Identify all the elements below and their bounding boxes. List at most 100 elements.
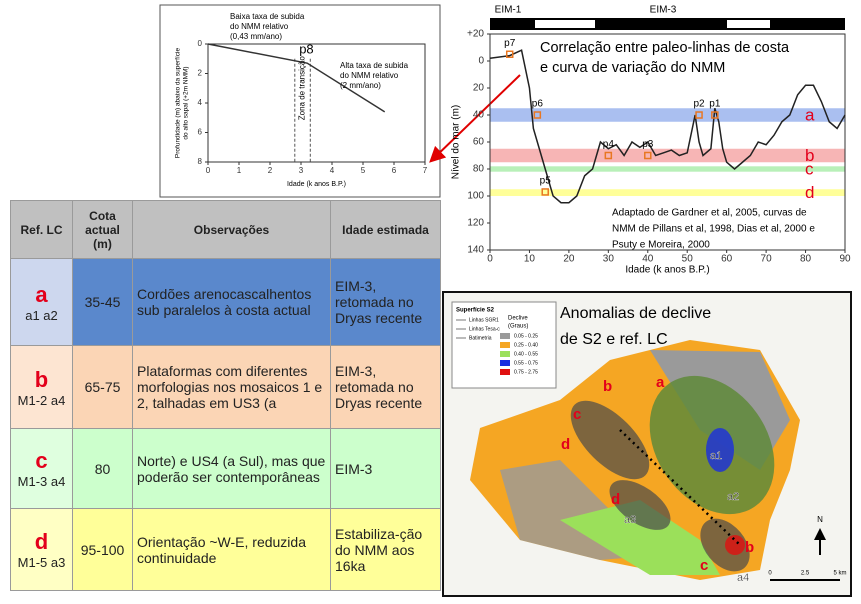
point-marker	[711, 111, 719, 119]
map-label: b	[603, 378, 612, 395]
annotation: do NMM relativo	[340, 71, 399, 80]
transition-label: Zona de transição	[298, 56, 307, 121]
map-label: a	[656, 374, 665, 391]
annotation: (2 mm/ano)	[340, 81, 381, 90]
cota-cell: 65-75	[72, 345, 133, 429]
x-axis-label: Idade (k anos B.P.)	[625, 265, 709, 276]
ref-cell: a a1 a2	[10, 258, 73, 346]
age-cell: EIM-3, retomada no Dryas recente	[330, 345, 441, 429]
x-tick-label: 70	[761, 254, 773, 265]
y-tick-label: 4	[198, 98, 203, 107]
connector-arrow	[429, 74, 521, 163]
band	[490, 166, 845, 172]
point-label: p8	[299, 42, 313, 57]
legend-swatch	[500, 369, 510, 375]
x-tick-label: 1	[237, 166, 242, 175]
chart-title: Correlação entre paleo-linhas de costa	[540, 40, 790, 56]
y-axis-label-line: do alto sapal (+2m NMM)	[183, 66, 190, 139]
chart-frame	[159, 4, 441, 198]
y-tick-label: 8	[198, 157, 203, 166]
x-tick-label: 60	[721, 254, 733, 265]
scale-label: 5 km	[833, 571, 846, 577]
legend-swatch	[500, 333, 510, 339]
x-tick-label: 2	[268, 166, 273, 175]
obs-cell: Orientação ~W-E, reduzida continuidade	[132, 508, 331, 591]
point-marker	[541, 188, 549, 196]
y-tick-label: 0	[198, 39, 203, 48]
map-title: Anomalias de declive	[560, 305, 711, 322]
legend-swatch	[500, 351, 510, 357]
annotation: Baixa taxa de subida	[230, 12, 305, 21]
y-tick-label: 120	[467, 218, 484, 229]
band-label: a	[805, 105, 815, 124]
point-marker	[604, 151, 613, 160]
point-label: p1	[709, 99, 721, 110]
period-label: EIM-3	[650, 5, 677, 16]
map-label: b	[745, 539, 754, 556]
header-cell: Observações	[132, 200, 331, 259]
annotation: do NMM relativo	[230, 22, 289, 31]
ref-sub: M1-5 a3	[17, 555, 66, 570]
period-gap	[535, 20, 595, 28]
ref-letter: a	[35, 281, 48, 307]
x-tick-label: 3	[299, 166, 304, 175]
ref-letter: b	[34, 366, 49, 392]
ref-letter: d	[34, 529, 49, 554]
map-label: c	[573, 406, 581, 423]
map-label: a3	[624, 514, 636, 526]
ref-cell: d M1-5 a3	[10, 508, 73, 591]
scale-label: 2.5	[801, 571, 810, 577]
x-tick-label: 7	[423, 166, 428, 175]
y-tick-label: 100	[467, 191, 484, 202]
map-label: c	[700, 557, 708, 574]
x-tick-label: 0	[487, 254, 493, 265]
y-tick-label: 2	[198, 69, 203, 78]
obs-cell: Cordões arenocascalhentos sub paralelos …	[132, 258, 331, 346]
legend-label: 0.25 - 0.40	[514, 342, 538, 348]
y-axis-label: Profundidade (m) abaixo da superfície do …	[175, 48, 190, 159]
legend-scale-title: Declive	[508, 316, 528, 322]
band	[490, 108, 845, 122]
x-tick-label: 90	[839, 254, 851, 265]
y-axis-label-line: Profundidade (m) abaixo da superfície	[175, 48, 182, 159]
map-label: a4	[737, 572, 749, 584]
map-label: a2	[727, 491, 739, 503]
ref-sub: M1-3 a4	[17, 474, 66, 489]
age-cell: EIM-3	[330, 428, 441, 509]
legend-swatch	[500, 360, 510, 366]
point-label: p3	[642, 139, 654, 150]
legend-title: Superfície S2	[456, 308, 495, 314]
legend-line-label: Batimetria	[469, 335, 492, 341]
band	[490, 148, 845, 163]
obs-cell: Norte) e US4 (a Sul), mas que poderão se…	[132, 428, 331, 509]
map-label: d	[611, 491, 620, 508]
ref-cell: c M1-3 a4	[10, 428, 73, 509]
x-tick-label: 10	[524, 254, 536, 265]
ref-sub: M1-2 a4	[17, 392, 66, 408]
lc-table: Ref. LC Cota actual (m) Observações Idad…	[10, 200, 441, 591]
x-tick-label: 80	[800, 254, 812, 265]
cota-cell: 95-100	[72, 508, 133, 591]
data-line	[207, 43, 386, 113]
point-marker	[695, 111, 703, 119]
legend-swatch	[500, 342, 510, 348]
header-cell: Ref. LC	[10, 200, 73, 259]
cota-cell: 80	[72, 428, 133, 509]
period-gap	[727, 20, 770, 28]
x-tick-label: 5	[361, 166, 366, 175]
band-label: c	[805, 159, 814, 178]
point-label: p2	[693, 99, 705, 110]
band-label: b	[805, 146, 814, 165]
y-tick-label: 20	[473, 83, 485, 94]
x-axis-label: Idade (k anos B.P.)	[287, 181, 346, 188]
legend-line-label: Linhas SGR1	[469, 317, 499, 323]
y-tick-label: 80	[473, 164, 485, 175]
map-shapes	[451, 301, 840, 581]
legend-label: 0.55 - 0.75	[514, 360, 538, 366]
point-label: p7	[504, 38, 516, 49]
band	[490, 189, 845, 196]
data-line	[489, 49, 846, 204]
point-label: p6	[532, 99, 544, 110]
source-note: Adaptado de Gardner et al, 2005, curvas …	[612, 208, 807, 219]
